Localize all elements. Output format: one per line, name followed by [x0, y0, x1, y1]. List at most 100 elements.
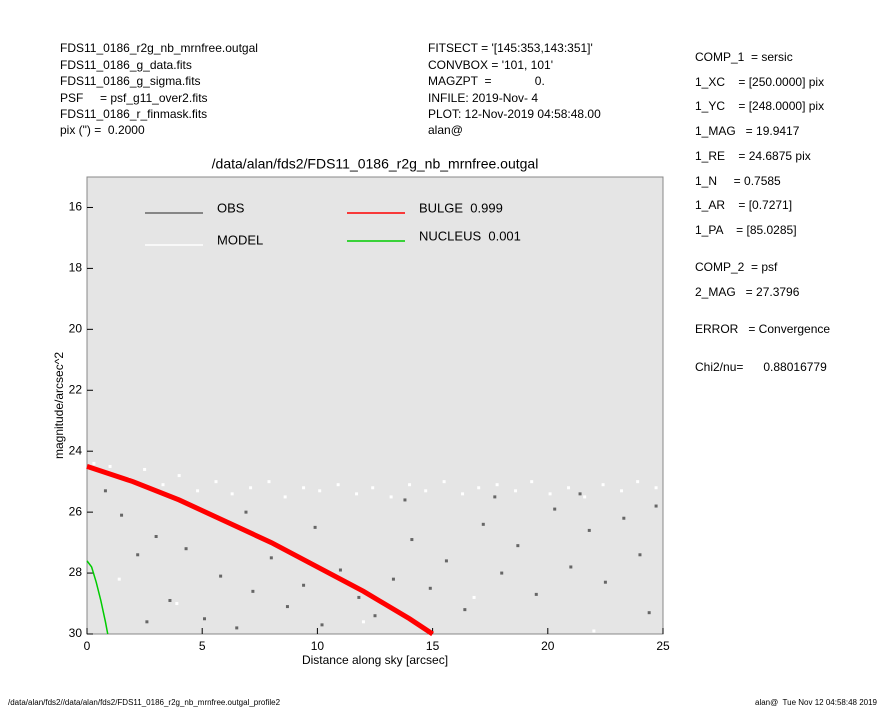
data-point	[371, 486, 375, 490]
data-point	[638, 553, 642, 557]
fit-parameter: 1_RE = 24.6875 pix	[695, 149, 811, 163]
data-point	[318, 489, 322, 493]
data-point	[214, 480, 218, 484]
data-point	[285, 605, 289, 609]
fit-parameter: Chi2/nu= 0.88016779	[695, 360, 827, 374]
data-point	[410, 538, 414, 542]
x-axis-label: Distance along sky [arcsec]	[302, 653, 448, 667]
data-point	[175, 602, 179, 606]
data-point	[500, 571, 504, 575]
header-middle-line: FITSECT = '[145:353,143:351]'	[428, 41, 593, 55]
data-point	[120, 513, 124, 517]
data-point	[636, 480, 640, 484]
data-point	[389, 495, 393, 499]
fit-parameter: 1_N = 0.7585	[695, 174, 781, 188]
data-point	[313, 525, 317, 529]
data-point	[601, 483, 605, 487]
data-point	[477, 486, 481, 490]
header-left-line: FDS11_0186_g_data.fits	[60, 58, 192, 72]
legend-label: OBS	[217, 200, 245, 215]
header-left-line: FDS11_0186_r_finmask.fits	[60, 107, 207, 121]
x-tick-label: 5	[199, 639, 206, 653]
data-point	[154, 535, 158, 539]
legend-label: MODEL	[217, 232, 263, 247]
header-left-line: PSF = psf_g11_over2.fits	[60, 91, 208, 105]
data-point	[603, 580, 607, 584]
y-tick-label: 24	[69, 443, 83, 457]
fit-parameter: 1_YC = [248.0000] pix	[695, 99, 824, 113]
data-point	[569, 565, 573, 569]
data-point	[567, 486, 571, 490]
data-point	[219, 574, 223, 578]
data-point	[461, 492, 465, 496]
data-point	[620, 489, 624, 493]
header-middle-line: MAGZPT = 0.	[428, 74, 545, 88]
profile-line	[86, 560, 109, 635]
data-point	[203, 617, 207, 621]
data-point	[251, 589, 255, 593]
data-point	[534, 592, 538, 596]
footer-right: alan@ Tue Nov 12 04:58:48 2019	[755, 698, 878, 707]
data-point	[493, 495, 497, 499]
data-point	[514, 489, 518, 493]
data-point	[355, 492, 359, 496]
data-point	[302, 486, 306, 490]
data-point	[143, 467, 147, 471]
header-left-line: FDS11_0186_r2g_nb_mrnfree.outgal	[60, 41, 258, 55]
header-middle-line: CONVBOX = '101, 101'	[428, 58, 553, 72]
x-tick-label: 15	[426, 639, 440, 653]
data-point	[592, 629, 596, 633]
data-point	[403, 498, 407, 502]
data-point	[530, 480, 534, 484]
data-point	[92, 461, 96, 465]
data-point	[444, 559, 448, 563]
header-left-line: FDS11_0186_g_sigma.fits	[60, 74, 201, 88]
data-point	[373, 614, 377, 618]
y-tick-label: 16	[69, 200, 83, 214]
y-tick-label: 18	[69, 261, 83, 275]
data-point	[117, 577, 121, 581]
data-point	[647, 611, 651, 615]
data-point	[108, 464, 112, 468]
data-point	[320, 623, 324, 627]
data-point	[269, 556, 273, 560]
profile-line	[86, 464, 434, 637]
data-point	[136, 553, 140, 557]
data-point	[184, 547, 188, 551]
data-point	[587, 528, 591, 532]
header-middle-line: PLOT: 12-Nov-2019 04:58:48.00	[428, 107, 601, 121]
data-point	[244, 510, 248, 514]
data-point	[267, 480, 271, 484]
data-point	[578, 492, 582, 496]
y-tick-label: 22	[69, 382, 83, 396]
data-point	[442, 480, 446, 484]
data-point	[553, 507, 557, 511]
x-tick-label: 25	[656, 639, 670, 653]
data-point	[161, 483, 165, 487]
legend-label: BULGE 0.999	[419, 200, 503, 215]
data-point	[583, 495, 587, 499]
y-tick-label: 20	[69, 322, 83, 336]
data-point	[481, 522, 485, 526]
fit-parameter: 1_MAG = 19.9417	[695, 124, 800, 138]
fit-parameter: 1_XC = [250.0000] pix	[695, 75, 824, 89]
y-axis-label: magnitude/arcsec^2	[52, 352, 66, 459]
data-point	[230, 492, 234, 496]
data-point	[408, 483, 412, 487]
data-point	[391, 577, 395, 581]
data-point	[516, 544, 520, 548]
data-point	[338, 568, 342, 572]
fit-parameter: ERROR = Convergence	[695, 322, 830, 336]
data-point	[336, 483, 340, 487]
chart-title: /data/alan/fds2/FDS11_0186_r2g_nb_mrnfre…	[212, 156, 539, 172]
data-point	[654, 486, 658, 490]
x-tick-label: 10	[311, 639, 325, 653]
plot-area	[86, 176, 664, 635]
data-point	[622, 516, 626, 520]
data-point	[654, 504, 658, 508]
data-point	[361, 620, 365, 624]
data-point	[548, 492, 552, 496]
data-point	[495, 483, 499, 487]
fit-parameter: COMP_2 = psf	[695, 260, 778, 274]
y-tick-label: 30	[69, 626, 83, 640]
